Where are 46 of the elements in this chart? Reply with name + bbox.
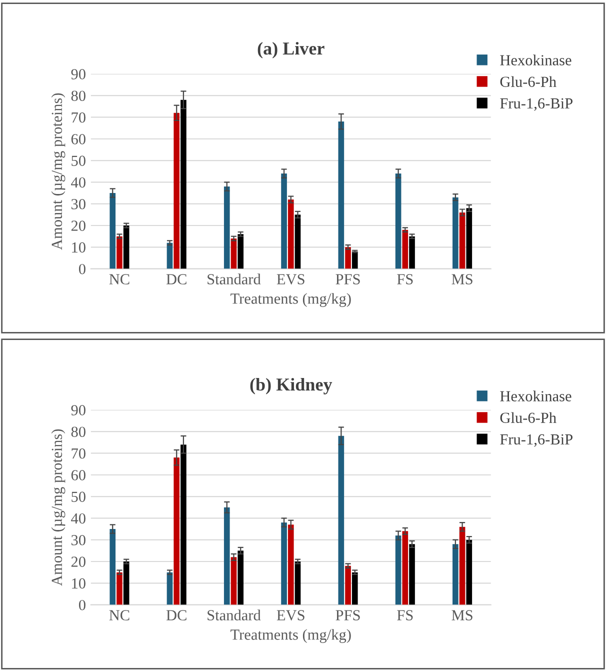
y-tick-label: 50 [72,492,86,502]
y-axis-title: Amount (µg/mg proteins) [51,93,66,250]
y-tick-label: 20 [71,220,86,231]
legend-label: Fru-1,6-BiP [500,98,572,111]
legend-label: Hexokinase [500,390,572,402]
y-tick-label: 20 [71,556,86,567]
y-tick-label: 0 [78,264,86,274]
y-tick-label: 60 [71,470,86,480]
y-tick-label: 40 [71,177,86,188]
x-tick-label: DC [166,274,186,284]
chart-title: (a) Liver [258,42,324,58]
x-tick-label: EVS [276,610,304,620]
x-tick-label: PFS [336,610,360,620]
x-tick-label: FS [397,610,413,620]
x-tick-label: MS [452,274,472,284]
y-tick-label: 90 [71,69,86,80]
x-tick-label: PFS [336,274,360,284]
y-tick-label: 80 [71,90,86,102]
legend-label: Glu-6-Ph [500,412,556,423]
legend-label: Hexokinase [500,54,572,66]
x-tick-label: NC [109,274,130,284]
chart-title: (b) Kidney [250,378,332,394]
y-tick-label: 60 [71,134,86,144]
x-tick-label: Standard [208,610,261,620]
y-tick-label: 90 [71,405,86,416]
legend-label: Glu-6-Ph [500,76,556,87]
x-tick-label: EVS [276,274,304,284]
x-tick-label: FS [397,274,413,284]
y-tick-label: 70 [72,448,86,459]
y-tick-label: 10 [72,578,86,589]
x-tick-label: Standard [208,274,261,284]
x-axis-title: Treatments (mg/kg) [230,629,351,643]
y-tick-label: 40 [71,513,86,524]
y-tick-label: 30 [71,198,86,210]
x-tick-label: NC [109,610,130,620]
x-tick-label: MS [452,610,472,620]
legend-label: Fru-1,6-BiP [500,434,572,447]
y-tick-label: 0 [78,600,86,610]
x-axis-title: Treatments (mg/kg) [230,293,351,307]
y-axis-title: Amount (µg/mg proteins) [51,429,66,586]
y-tick-label: 30 [71,534,86,546]
x-tick-label: DC [166,610,186,620]
y-tick-label: 80 [71,426,86,438]
y-tick-label: 70 [72,112,86,123]
y-tick-label: 50 [72,156,86,166]
y-tick-label: 10 [72,242,86,253]
